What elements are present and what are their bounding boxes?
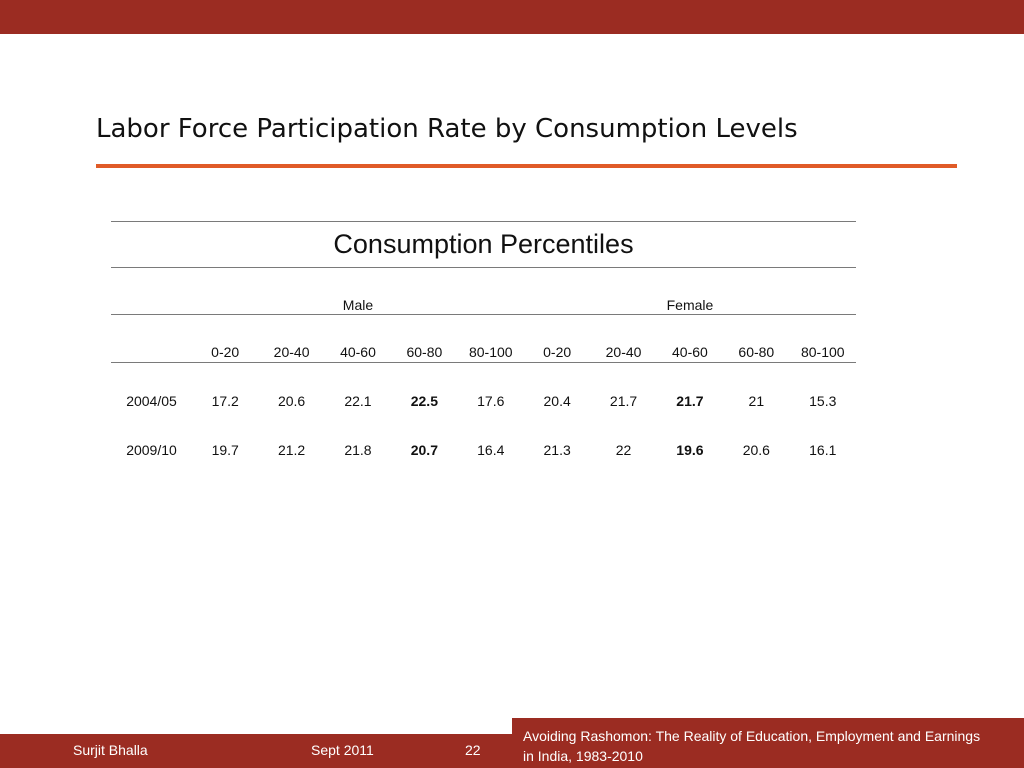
table-cell: 21.3 bbox=[543, 442, 571, 458]
percentile-header-cell: 40-60 bbox=[656, 314, 724, 363]
footer-date: Sept 2011 bbox=[311, 742, 374, 758]
group-header-male: Male bbox=[192, 267, 524, 315]
title-underline bbox=[96, 164, 957, 168]
percentile-header-row: 0-20 20-40 40-60 60-80 80-100 0-20 20-40 40-60 6… bbox=[111, 314, 856, 363]
percentile-header-cell: 60-80 bbox=[391, 314, 458, 363]
footer-author: Surjit Bhalla bbox=[73, 742, 148, 758]
table-cell: 19.7 bbox=[211, 442, 239, 458]
percentile-header-cell: 80-100 bbox=[457, 314, 524, 363]
data-table-container: Consumption Percentiles Male Female 0-20… bbox=[111, 221, 856, 461]
top-banner bbox=[0, 0, 1024, 34]
table-row: 2009/10 19.7 21.2 21.8 20.7 16.4 21.3 22 19.6 20.… bbox=[111, 412, 856, 461]
table-cell: 21.2 bbox=[277, 442, 306, 458]
table-cell: 16.1 bbox=[809, 442, 837, 458]
percentile-header-cell: 0-20 bbox=[192, 314, 259, 363]
table-row: 2004/05 17.2 20.6 22.1 22.5 17.6 20.4 21.7 21.7 2… bbox=[111, 363, 856, 413]
row-year-label: 2004/05 bbox=[126, 393, 177, 409]
percentile-header-cell: 80-100 bbox=[789, 314, 856, 363]
table-cell: 17.6 bbox=[477, 393, 505, 409]
table-cell: 22.1 bbox=[344, 393, 372, 409]
slide-title: Labor Force Participation Rate by Consum… bbox=[96, 114, 798, 144]
percentile-header-cell: 40-60 bbox=[324, 314, 392, 363]
table-cell: 20.7 bbox=[410, 442, 438, 458]
table-cell: 21.8 bbox=[344, 442, 372, 458]
footer-page-number: 22 bbox=[465, 742, 481, 758]
percentile-header-cell: 20-40 bbox=[258, 314, 325, 363]
table-caption-row: Consumption Percentiles bbox=[111, 221, 856, 268]
table-caption: Consumption Percentiles bbox=[111, 221, 856, 268]
table-cell: 22.5 bbox=[410, 393, 438, 409]
group-header-female: Female bbox=[523, 267, 856, 315]
table-cell: 20.6 bbox=[742, 442, 770, 458]
table-cell: 15.3 bbox=[809, 393, 837, 409]
group-header-row: Male Female bbox=[111, 267, 856, 315]
table-cell: 20.6 bbox=[277, 393, 306, 409]
row-year-label: 2009/10 bbox=[126, 442, 177, 458]
table-cell: 21.7 bbox=[609, 393, 638, 409]
group-header-blank bbox=[111, 267, 192, 315]
table-cell: 16.4 bbox=[477, 442, 505, 458]
lfpr-table: Consumption Percentiles Male Female 0-20… bbox=[111, 221, 856, 461]
percentile-header-cell: 0-20 bbox=[523, 314, 591, 363]
percentile-header-cell: 60-80 bbox=[723, 314, 790, 363]
table-cell: 22 bbox=[615, 442, 632, 458]
percentile-header-blank bbox=[111, 314, 192, 363]
table-cell: 20.4 bbox=[543, 393, 571, 409]
footer-subtitle: Avoiding Rashomon: The Reality of Educat… bbox=[523, 728, 981, 764]
table-cell: 21 bbox=[748, 393, 765, 409]
table-cell: 21.7 bbox=[676, 393, 704, 409]
table-cell: 17.2 bbox=[211, 393, 239, 409]
footer-subtitle-box bbox=[512, 718, 1024, 768]
table-cell: 19.6 bbox=[676, 442, 704, 458]
percentile-header-cell: 20-40 bbox=[590, 314, 657, 363]
